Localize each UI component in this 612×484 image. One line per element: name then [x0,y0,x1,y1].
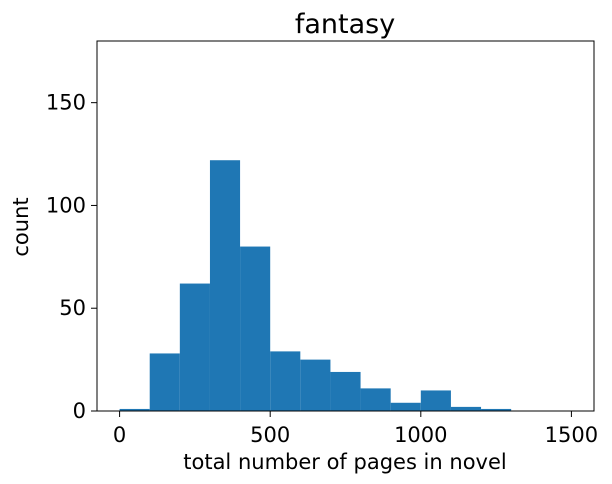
y-tick-label: 50 [59,296,86,320]
histogram-bar-5 [270,351,301,411]
histogram-bar-3 [209,160,241,411]
x-tick-label: 1000 [394,423,447,447]
y-tick-label: 150 [46,91,86,115]
histogram-bar-7 [330,371,361,411]
histogram-bar-2 [179,283,210,411]
y-tick-label: 100 [46,193,86,217]
x-tick-label: 500 [250,423,290,447]
histogram-bar-6 [300,359,331,411]
x-tick-label: 1500 [545,423,598,447]
histogram-bar-10 [420,390,451,411]
histogram-bar-1 [149,353,180,411]
histogram-bar-0 [119,408,150,411]
histogram-bar-8 [360,388,391,411]
histogram-bar-12 [481,408,512,411]
histogram-bars [119,160,512,411]
histogram-bar-4 [240,246,271,411]
histogram-bar-11 [450,406,482,411]
plot-frame [96,40,595,412]
chart-title: fantasy [295,9,395,40]
x-axis-label: total number of pages in novel [183,450,506,474]
x-tick-label: 0 [113,423,126,447]
y-axis-ticks: 0 50 100 150 [46,91,97,423]
y-axis-label: count [9,197,33,256]
histogram-bar-9 [390,402,421,411]
y-tick-label: 0 [73,399,86,423]
x-axis-ticks: 0 500 1000 1500 [113,411,598,447]
